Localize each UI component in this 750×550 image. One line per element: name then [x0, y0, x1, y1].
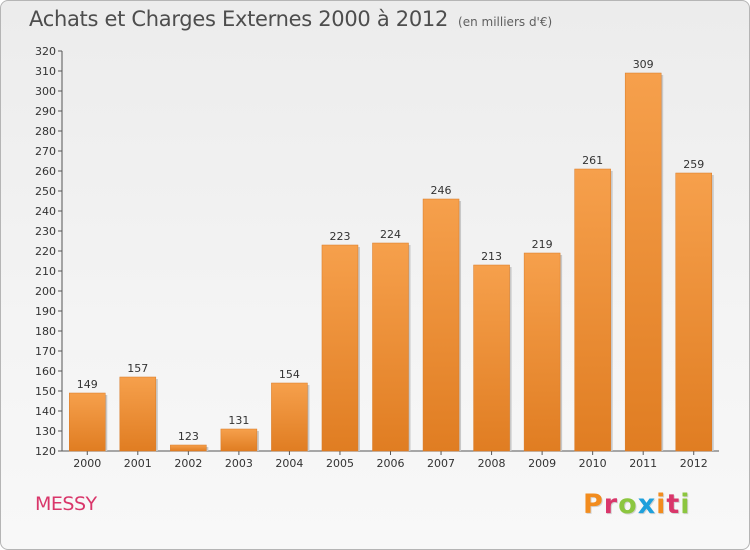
value-label-2004: 154: [279, 368, 300, 381]
x-tick-label-2008: 2008: [478, 457, 506, 470]
y-tick-label: 240: [35, 205, 56, 218]
chart-title: Achats et Charges Externes 2000 à 2012 (e…: [29, 7, 552, 31]
y-tick-label: 140: [35, 405, 56, 418]
x-tick-label-2004: 2004: [275, 457, 303, 470]
y-tick-label: 220: [35, 245, 56, 258]
logo-letter: P: [583, 489, 604, 520]
bar-2001: [119, 376, 157, 452]
y-tick-label: 150: [35, 385, 56, 398]
y-tick-label: 260: [35, 165, 56, 178]
x-tick-label-2010: 2010: [579, 457, 607, 470]
y-tick-label: 180: [35, 325, 56, 338]
bar-2010: [574, 168, 611, 452]
y-tick-label: 320: [35, 45, 56, 58]
value-label-2000: 149: [77, 378, 98, 391]
logo-letter: t: [666, 489, 681, 520]
bars: 149 157 123 131 154 223 224 246 213 219 261 309 259: [69, 58, 714, 452]
logo-letter: i: [656, 489, 667, 520]
bar-2011: [624, 72, 662, 452]
y-tick-label: 130: [35, 425, 56, 438]
value-label-2009: 219: [532, 238, 553, 251]
x-tick-label-2000: 2000: [73, 457, 101, 470]
x-tick-label-2007: 2007: [427, 457, 455, 470]
logo-letter: r: [603, 489, 619, 520]
value-label-2005: 223: [329, 230, 350, 243]
bar-2003: [220, 428, 258, 452]
value-label-2010: 261: [582, 154, 603, 167]
x-tick-label-2005: 2005: [326, 457, 354, 470]
y-axis: 120 130 140 150 160 170 180 190 200 210 220 230 240 2…: [35, 45, 63, 458]
y-tick-label: 270: [35, 145, 56, 158]
y-tick-label: 250: [35, 185, 56, 198]
bar-2000: [69, 392, 106, 452]
x-tick-label-2003: 2003: [225, 457, 253, 470]
value-label-2003: 131: [228, 414, 249, 427]
logo-letter: x: [637, 489, 657, 520]
proxiti-logo: Proxiti: [583, 489, 691, 520]
y-tick-label: 170: [35, 345, 56, 358]
logo-letter: i: [680, 489, 691, 520]
chart-subtitle: (en milliers d'€): [458, 15, 553, 29]
y-tick-label: 120: [35, 445, 56, 458]
x-tick-label-2001: 2001: [124, 457, 152, 470]
y-tick-label: 300: [35, 85, 56, 98]
bar-2002: [170, 444, 207, 452]
value-label-2012: 259: [683, 158, 704, 171]
bar-2004: [271, 382, 308, 452]
value-label-2011: 309: [633, 58, 654, 71]
x-axis: 2000 2001 2002 2003 2004 2005 2006 2007 2008 2009…: [62, 450, 719, 470]
town-name: MESSY: [35, 493, 97, 515]
x-tick-label-2009: 2009: [528, 457, 556, 470]
bar-2005: [321, 244, 359, 452]
y-tick-label: 230: [35, 225, 56, 238]
logo-letter: o: [618, 489, 638, 520]
value-label-2001: 157: [127, 362, 148, 375]
value-label-2006: 224: [380, 228, 401, 241]
y-tick-label: 160: [35, 365, 56, 378]
value-label-2002: 123: [178, 430, 199, 443]
x-tick-label-2002: 2002: [174, 457, 202, 470]
y-tick-label: 190: [35, 305, 56, 318]
x-tick-label-2011: 2011: [629, 457, 657, 470]
bar-2009: [523, 252, 561, 452]
bar-2012: [675, 172, 712, 452]
bar-2007: [422, 198, 460, 452]
x-tick-label-2006: 2006: [377, 457, 405, 470]
y-tick-label: 210: [35, 265, 56, 278]
bar-2008: [473, 264, 510, 452]
bar-2006: [372, 242, 409, 452]
y-tick-label: 200: [35, 285, 56, 298]
value-label-2007: 246: [431, 184, 452, 197]
y-tick-label: 310: [35, 65, 56, 78]
x-tick-label-2012: 2012: [680, 457, 708, 470]
value-label-2008: 213: [481, 250, 502, 263]
chart-title-text: Achats et Charges Externes 2000 à 2012: [29, 7, 449, 31]
y-tick-label: 290: [35, 105, 56, 118]
y-tick-label: 280: [35, 125, 56, 138]
